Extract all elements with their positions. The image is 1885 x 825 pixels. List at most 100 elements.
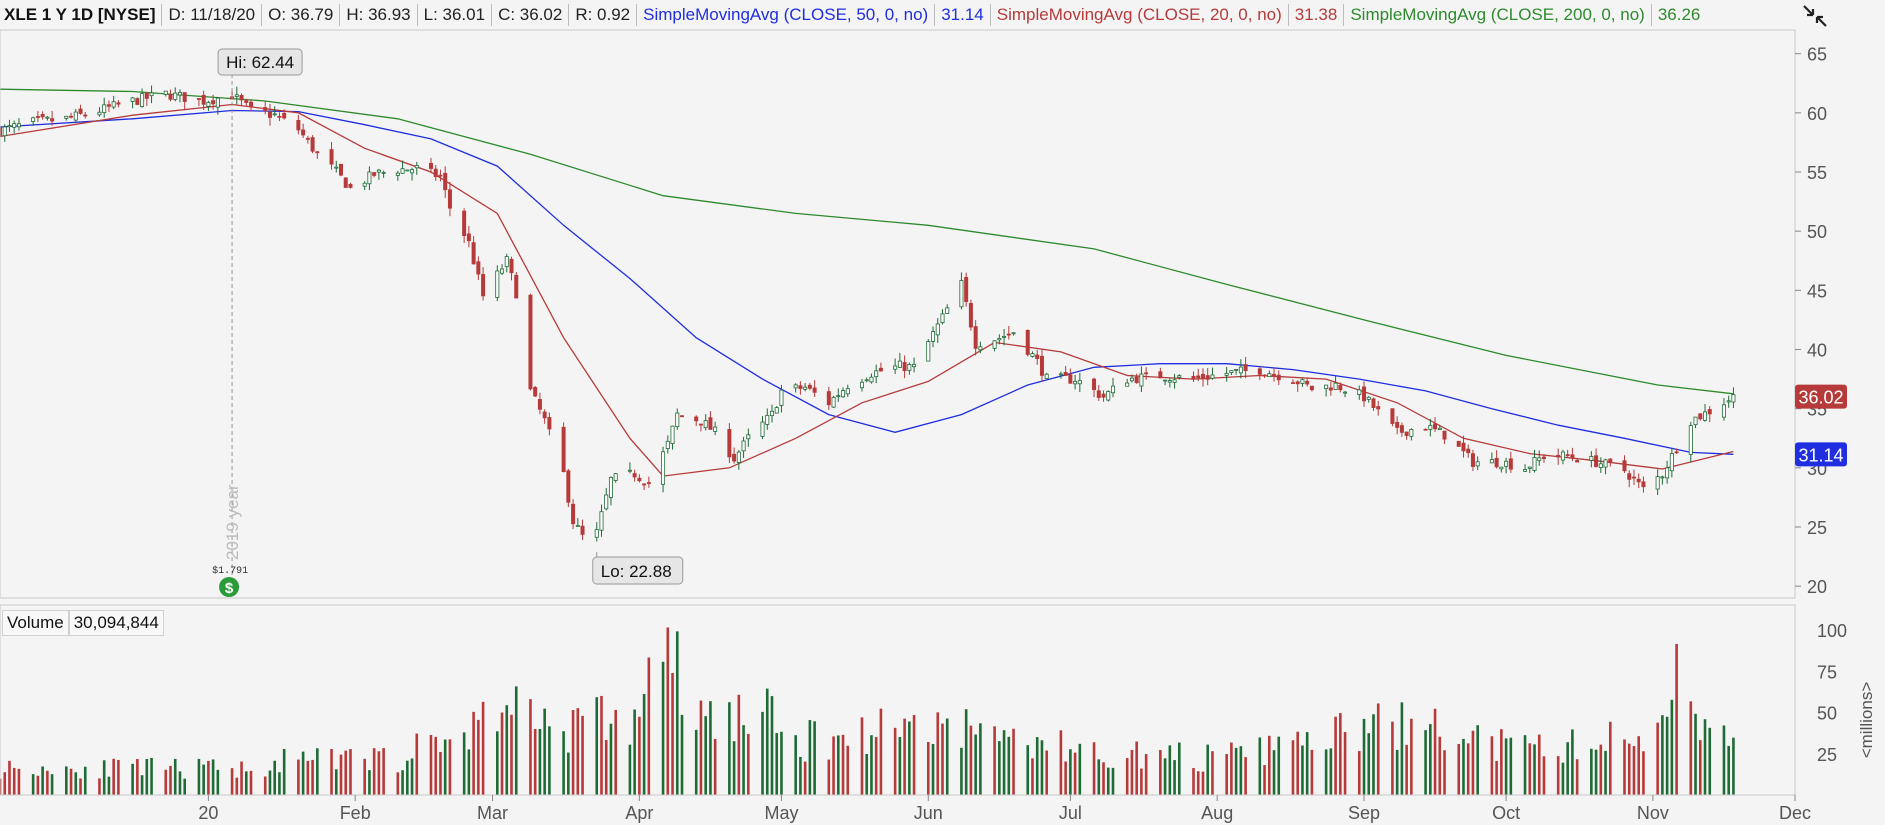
candle-body <box>1660 476 1665 479</box>
candle-body <box>400 168 405 174</box>
candle-body <box>1338 385 1343 391</box>
volume-bar <box>865 754 869 795</box>
candle-body <box>1499 466 1504 470</box>
volume-bar <box>131 763 134 795</box>
candle-body <box>376 169 381 173</box>
candle-body <box>395 172 400 176</box>
volume-bar <box>1466 743 1470 795</box>
volume-bar <box>694 729 698 795</box>
volume-bar <box>728 702 731 795</box>
candle-body <box>135 98 140 105</box>
candle-body <box>1655 476 1660 490</box>
volume-bar <box>600 695 603 795</box>
volume-bar <box>1732 737 1735 795</box>
x-tick-label: Jun <box>914 803 943 823</box>
volume-bar <box>548 726 551 795</box>
volume-bar <box>893 727 897 795</box>
candle-body <box>793 384 798 389</box>
candle-body <box>211 100 216 105</box>
volume-bar <box>244 771 248 795</box>
candle-body <box>1622 460 1627 472</box>
volume-bar <box>1239 746 1243 795</box>
volume-bar <box>1140 768 1143 795</box>
candle-body <box>272 113 277 116</box>
candle-body <box>1575 460 1580 463</box>
candle-body <box>537 399 542 410</box>
volume-bar <box>349 749 352 795</box>
volume-bar <box>732 741 736 795</box>
candle-body <box>1035 354 1040 359</box>
candle-body <box>542 411 547 419</box>
candle-body <box>566 470 571 503</box>
sma50-value: 31.14 <box>941 5 984 24</box>
volume-bar <box>1632 746 1636 795</box>
candle-body <box>1442 430 1447 440</box>
candle-body <box>410 169 415 174</box>
volume-bar <box>183 778 187 795</box>
volume-bar <box>1305 732 1309 795</box>
price-tick-label: 55 <box>1807 163 1827 183</box>
close-readout: C: 36.02 <box>498 5 563 24</box>
candle-body <box>1399 425 1404 433</box>
volume-bar <box>836 735 840 795</box>
candle-body <box>1267 373 1272 378</box>
volume-bar <box>207 760 210 795</box>
candle-body <box>1641 481 1646 488</box>
volume-bar <box>301 751 305 795</box>
volume-bar <box>202 764 205 795</box>
volume-bar <box>406 760 409 795</box>
volume-bar <box>1334 716 1337 795</box>
candle-body <box>244 100 249 103</box>
candle-body <box>433 168 438 178</box>
candle-body <box>372 172 377 176</box>
volume-bar <box>1594 749 1598 795</box>
candle-body <box>1608 458 1613 463</box>
candle-body <box>845 388 850 395</box>
volume-bar <box>543 708 546 795</box>
volume-bar <box>41 766 44 795</box>
candle-body <box>97 111 102 116</box>
sma20-label[interactable]: SimpleMovingAvg (CLOSE, 20, 0, no) <box>996 5 1282 24</box>
volume-bar <box>647 657 651 795</box>
candle-body <box>1058 373 1063 376</box>
candle-body <box>1295 381 1300 385</box>
volume-bar <box>998 741 1001 795</box>
price-tick-label: 45 <box>1807 281 1827 301</box>
collapse-panel-button[interactable] <box>1800 2 1830 30</box>
candle-body <box>1101 393 1106 398</box>
candle-body <box>997 337 1002 341</box>
candle-body <box>40 113 45 118</box>
volume-bar <box>69 768 73 795</box>
candle-body <box>1200 373 1205 380</box>
volume-bar <box>434 736 438 795</box>
candle-body <box>973 326 978 349</box>
volume-bar <box>1357 751 1361 795</box>
x-tick-label: Feb <box>340 803 371 823</box>
volume-bar <box>1528 743 1532 795</box>
x-tick-label: May <box>764 803 798 823</box>
candle-body <box>580 525 585 535</box>
candle-body <box>414 165 419 169</box>
candle-body <box>1030 353 1035 357</box>
candle-body <box>69 115 74 118</box>
volume-bar <box>1277 736 1281 795</box>
sma200-label[interactable]: SimpleMovingAvg (CLOSE, 200, 0, no) <box>1350 5 1645 24</box>
sma50-label[interactable]: SimpleMovingAvg (CLOSE, 50, 0, no) <box>643 5 929 24</box>
high-readout: H: 36.93 <box>346 5 411 24</box>
candle-body <box>1025 329 1030 355</box>
volume-bar <box>1537 734 1541 795</box>
volume-bar <box>263 776 267 795</box>
candle-body <box>315 151 320 154</box>
volume-bar <box>1343 732 1347 795</box>
candle-body <box>447 189 452 209</box>
volume-bar <box>1395 749 1399 795</box>
candle-body <box>7 125 12 128</box>
candle-body <box>1390 408 1395 424</box>
volume-bar <box>240 761 243 795</box>
candle-body <box>1565 454 1570 457</box>
volume-bar <box>903 718 906 795</box>
volume-bar <box>1410 718 1413 795</box>
sma20-line <box>0 103 1734 477</box>
candle-body <box>443 172 448 191</box>
volume-bar <box>803 761 807 795</box>
